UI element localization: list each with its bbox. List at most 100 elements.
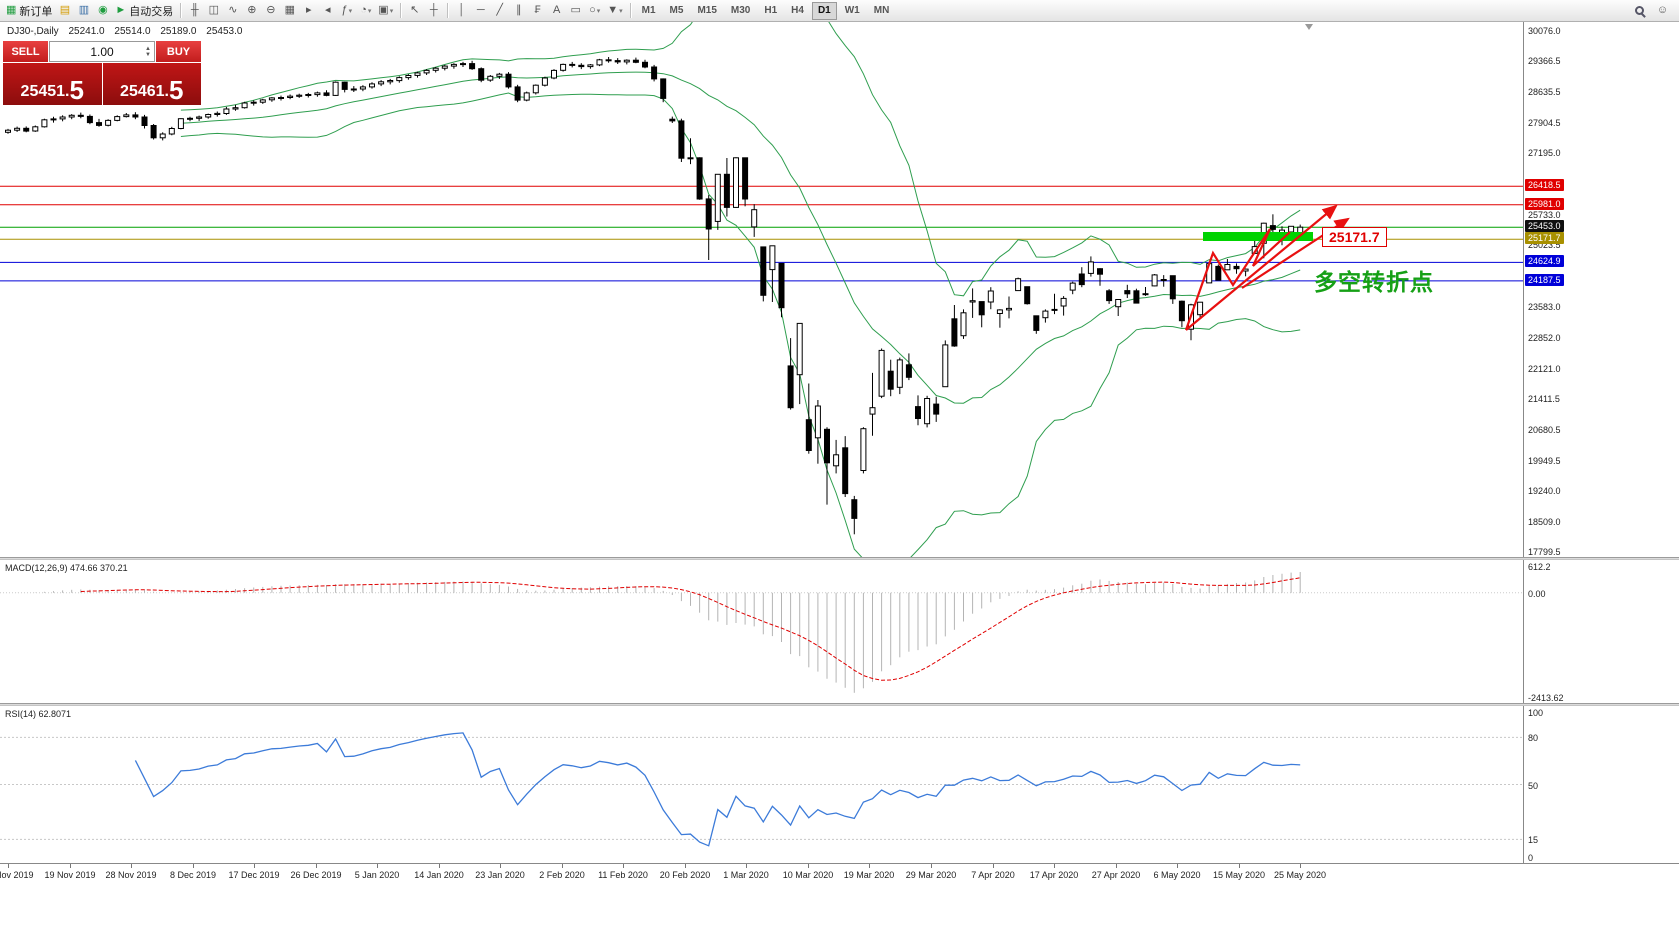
price-axis-label: 22852.0	[1528, 333, 1561, 343]
candlestick-chart-icon[interactable]: ◫	[204, 1, 223, 21]
label-icon[interactable]: ▭	[566, 1, 585, 21]
time-axis-label: 28 Nov 2019	[105, 870, 157, 880]
periods-icon[interactable]: ◔ ▾	[356, 1, 375, 21]
candlestick-chart-icon: ◫	[208, 4, 219, 16]
auto-trading-button[interactable]: ► 自动交易	[112, 1, 176, 21]
time-tick	[8, 864, 9, 868]
new-order-button[interactable]: ▦ 新订单	[3, 1, 55, 21]
line-chart-icon[interactable]: ∿	[223, 1, 242, 21]
zoom-in-icon[interactable]: ⊕	[242, 1, 261, 21]
templates-icon[interactable]: ▣ ▾	[375, 1, 396, 21]
tile-windows-icon[interactable]: ▦	[280, 1, 299, 21]
market-watch-icon[interactable]: ▤	[55, 1, 74, 21]
new-order-icon: ▦	[6, 4, 17, 16]
sell-price: 25451.	[20, 83, 70, 100]
main-chart-canvas[interactable]	[0, 22, 1523, 557]
time-tick	[1300, 864, 1301, 868]
crosshair-icon: ┼	[429, 4, 438, 16]
time-tick	[869, 864, 870, 868]
fibonacci-icon[interactable]: ₣	[528, 1, 547, 21]
time-axis-label: 23 Jan 2020	[475, 870, 525, 880]
timeframe-m30[interactable]: M30	[730, 5, 751, 16]
trendline-icon[interactable]: ╱	[490, 1, 509, 21]
channel-icon[interactable]: ∥	[509, 1, 528, 21]
volume-up-button[interactable]: ▲	[145, 45, 151, 52]
price-badge: 24187.5	[1525, 274, 1564, 286]
time-axis-label: 14 Jan 2020	[414, 870, 464, 880]
timeframe-h4[interactable]: H4	[791, 5, 804, 16]
volume-down-button[interactable]: ▼	[145, 51, 151, 58]
channel-icon: ∥	[515, 4, 522, 16]
macd-label: MACD(12,26,9) 474.66 370.21	[5, 563, 128, 573]
new-order-button-label: 新订单	[19, 5, 53, 18]
shapes-icon[interactable]: ○ ▾	[585, 1, 604, 21]
timeframe-w1[interactable]: W1	[844, 5, 860, 16]
price-axis-label: 18509.0	[1528, 517, 1561, 527]
timeframe-mn[interactable]: MN	[873, 5, 890, 16]
search-button[interactable]	[1630, 1, 1649, 21]
price-axis-label: 28635.5	[1528, 87, 1561, 97]
time-tick	[931, 864, 932, 868]
data-window-icon[interactable]: ▥	[74, 1, 93, 21]
chevron-down-icon: ▾	[596, 7, 601, 15]
zoom-out-icon[interactable]: ⊖	[261, 1, 280, 21]
time-axis-label: 7 Apr 2020	[971, 870, 1015, 880]
templates-icon: ▣	[378, 4, 389, 16]
time-tick	[1116, 864, 1117, 868]
price-axis-label: 25023.5	[1528, 240, 1561, 250]
timeframe-d1[interactable]: D1	[811, 1, 837, 20]
macd-axis-label: 612.2	[1528, 562, 1551, 572]
search-icon	[1635, 6, 1644, 15]
time-tick	[1054, 864, 1055, 868]
sell-button[interactable]: SELL	[3, 41, 48, 62]
rsi-axis-label: 80	[1528, 733, 1539, 743]
timeframe-m5[interactable]: M5	[669, 5, 684, 16]
bar-chart-icon[interactable]: ╫	[185, 1, 204, 21]
rsi-axis-label: 50	[1528, 781, 1539, 791]
price-axis-label: 20680.5	[1528, 425, 1561, 435]
volume-input[interactable]: 1.00 ▲ ▼	[49, 41, 155, 62]
price-badge: 26418.5	[1525, 179, 1564, 191]
timeframe-h1[interactable]: H1	[764, 5, 778, 16]
vertical-line-icon[interactable]: │	[452, 1, 471, 21]
time-axis[interactable]: 10 Nov 2019 19 Nov 2019 28 Nov 2019 8 Dec 2…	[0, 863, 1679, 943]
time-tick	[193, 864, 194, 868]
price-axis-label: 29366.5	[1528, 56, 1561, 66]
buy-price-button[interactable]: 25461. 5	[102, 63, 201, 105]
cursor-icon[interactable]: ↖	[405, 1, 424, 21]
price-axis-label: 27904.5	[1528, 118, 1561, 128]
horizontal-line-icon[interactable]: ─	[471, 1, 490, 21]
crosshair-icon[interactable]: ┼	[424, 1, 443, 21]
rsi-canvas[interactable]	[0, 706, 1523, 863]
rsi-axis-label: 0	[1528, 853, 1534, 863]
text-icon[interactable]: A	[547, 1, 566, 21]
price-badge: 25453.0	[1525, 220, 1564, 232]
price-axis[interactable]: 30076.0 29366.5 28635.5 27904.5 27195.0 25733…	[1523, 22, 1679, 863]
auto-scroll-icon: ▸	[306, 4, 312, 16]
indicators-icon[interactable]: ƒ ▾	[337, 1, 356, 21]
macd-canvas[interactable]	[0, 560, 1523, 703]
trendline-icon: ╱	[496, 4, 504, 16]
sell-price-button[interactable]: 25451. 5	[3, 63, 102, 105]
support-button[interactable]: ☺	[1653, 1, 1672, 21]
periods-icon: ◔	[360, 4, 367, 16]
panel-splitter[interactable]	[0, 557, 1679, 560]
volume-value: 1.00	[90, 44, 114, 59]
time-tick	[993, 864, 994, 868]
panel-splitter[interactable]	[0, 703, 1679, 706]
price-badge: 24624.9	[1525, 255, 1564, 267]
arrows-icon[interactable]: ▼ ▾	[604, 1, 625, 21]
strategy-icon[interactable]: ◉	[93, 1, 112, 21]
volume-spinner: ▲ ▼	[143, 42, 153, 61]
buy-price: 25461.	[120, 83, 169, 100]
time-axis-label: 10 Mar 2020	[782, 870, 834, 880]
timeframe-m1[interactable]: M1	[641, 5, 656, 16]
chart-shift-icon[interactable]: ◂	[318, 1, 337, 21]
timeframe-m15[interactable]: M15	[697, 5, 717, 16]
auto-scroll-icon[interactable]: ▸	[299, 1, 318, 21]
zoom-in-icon: ⊕	[247, 4, 257, 16]
buy-button[interactable]: BUY	[156, 41, 201, 62]
price-axis-label: 30076.0	[1528, 26, 1561, 36]
auto-trading-icon: ►	[115, 4, 127, 16]
